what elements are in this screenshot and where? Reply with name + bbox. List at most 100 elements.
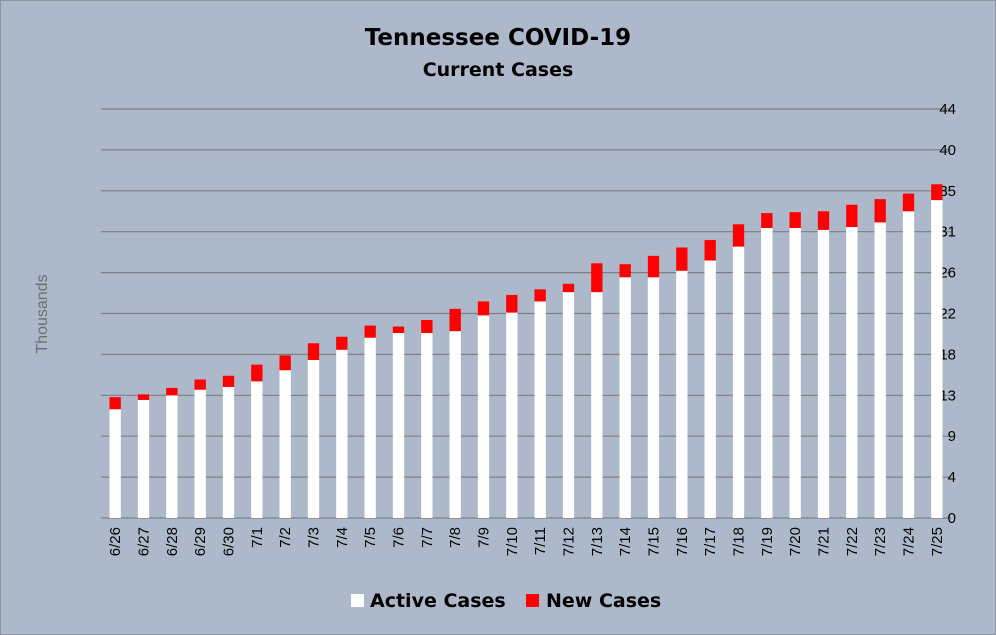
x-tick-label: 7/9 [476, 527, 493, 548]
legend-label-new-cases: New Cases [546, 590, 661, 612]
bar-active-cases [449, 331, 461, 518]
y-tick-label: 18 [939, 346, 956, 363]
bar-active-cases [704, 260, 716, 518]
bar-new-cases [194, 379, 206, 390]
bar-new-cases [506, 294, 518, 313]
x-tick-label: 6/27 [136, 527, 153, 556]
bar-new-cases [647, 255, 660, 278]
bar-active-cases [336, 349, 348, 518]
y-tick-label: 35 [939, 183, 956, 200]
bars [109, 184, 943, 518]
bar-new-cases [619, 264, 631, 278]
x-tick-label: 7/19 [759, 527, 776, 556]
bar-active-cases [137, 399, 150, 518]
bar-active-cases [732, 246, 745, 518]
legend-swatch-active-cases [351, 594, 364, 607]
bar-active-cases [279, 370, 291, 518]
y-tick-label: 13 [939, 387, 956, 404]
x-tick-label: 7/11 [532, 527, 549, 555]
x-tick-label: 7/25 [929, 527, 946, 556]
bar-active-cases [647, 277, 660, 518]
bar-new-cases [392, 326, 405, 334]
chart-subtitle: Current Cases [423, 59, 574, 81]
bar-new-cases [109, 397, 121, 410]
x-tick-label: 7/4 [334, 527, 351, 548]
bar-new-cases [421, 320, 433, 334]
legend: Active Cases New Cases [351, 590, 661, 612]
bar-active-cases [562, 292, 575, 518]
x-tick-label: 7/3 [306, 527, 323, 548]
x-tick-label: 7/23 [872, 527, 889, 556]
y-tick-label: 0 [948, 510, 956, 527]
bar-active-cases [194, 389, 206, 518]
bar-new-cases [364, 325, 376, 338]
bar-active-cases [364, 337, 376, 518]
bar-active-cases [846, 227, 858, 518]
bar-active-cases [676, 270, 688, 518]
x-tick-label: 7/24 [901, 527, 918, 556]
x-tick-label: 7/5 [362, 527, 379, 548]
bar-active-cases [307, 359, 320, 518]
bar-active-cases [534, 301, 546, 518]
x-tick-label: 7/21 [816, 527, 833, 556]
bar-new-cases [562, 283, 575, 293]
x-tick-labels: 6/26 6/27 6/28 6/29 6/30 7/1 7/2 7/3 7/4 7/5 7/6 7/… [107, 527, 946, 556]
bar-active-cases [392, 333, 405, 518]
x-tick-label: 6/30 [221, 527, 238, 556]
y-tick-label: 22 [939, 306, 956, 323]
bar-new-cases [902, 193, 915, 212]
bar-new-cases [307, 343, 320, 360]
chart-title: Tennessee COVID-19 [365, 25, 631, 51]
x-tick-label: 6/28 [164, 527, 181, 556]
bar-new-cases [534, 289, 546, 302]
x-tick-label: 7/8 [447, 527, 464, 548]
x-tick-label: 7/2 [277, 527, 294, 548]
y-tick-label: 4 [948, 469, 956, 486]
bar-new-cases [449, 308, 461, 332]
bar-active-cases [477, 315, 490, 518]
bar-new-cases [251, 364, 263, 382]
bar-active-cases [506, 312, 518, 518]
legend-swatch-new-cases [526, 594, 539, 607]
bar-new-cases [591, 263, 603, 293]
bar-new-cases [761, 213, 773, 228]
x-tick-label: 7/16 [674, 527, 691, 556]
bar-active-cases [619, 277, 631, 518]
x-tick-label: 7/14 [617, 527, 634, 556]
bar-new-cases [279, 355, 291, 371]
gridlines [101, 108, 951, 519]
x-tick-label: 7/22 [844, 527, 861, 556]
bar-active-cases [222, 386, 235, 518]
x-tick-label: 7/10 [504, 527, 521, 556]
bar-new-cases [336, 336, 348, 350]
x-tick-label: 7/13 [589, 527, 606, 556]
bar-new-cases [137, 394, 150, 400]
x-tick-label: 7/1 [249, 527, 266, 548]
bar-active-cases [421, 333, 433, 518]
x-tick-label: 7/20 [787, 527, 804, 556]
bar-new-cases [477, 301, 490, 316]
y-tick-label: 40 [939, 142, 956, 159]
bar-new-cases [222, 375, 235, 387]
bar-active-cases [902, 211, 915, 518]
x-tick-label: 7/12 [561, 527, 578, 556]
x-tick-label: 7/17 [702, 527, 719, 556]
x-tick-label: 7/18 [731, 527, 748, 556]
bar-active-cases [817, 229, 830, 518]
bar-new-cases [817, 211, 830, 230]
y-tick-label: 9 [948, 428, 956, 445]
y-tick-label: 26 [939, 265, 956, 282]
bar-active-cases [789, 227, 801, 518]
bar-new-cases [676, 247, 688, 271]
bar-active-cases [931, 200, 943, 518]
bar-new-cases [789, 212, 801, 228]
bar-active-cases [874, 222, 886, 518]
bar-active-cases [591, 292, 603, 518]
y-tick-label: 44 [939, 101, 956, 118]
bar-new-cases [704, 240, 716, 261]
y-tick-label: 31 [939, 224, 956, 241]
bar-new-cases [846, 204, 858, 228]
x-tick-label: 7/6 [391, 527, 408, 548]
